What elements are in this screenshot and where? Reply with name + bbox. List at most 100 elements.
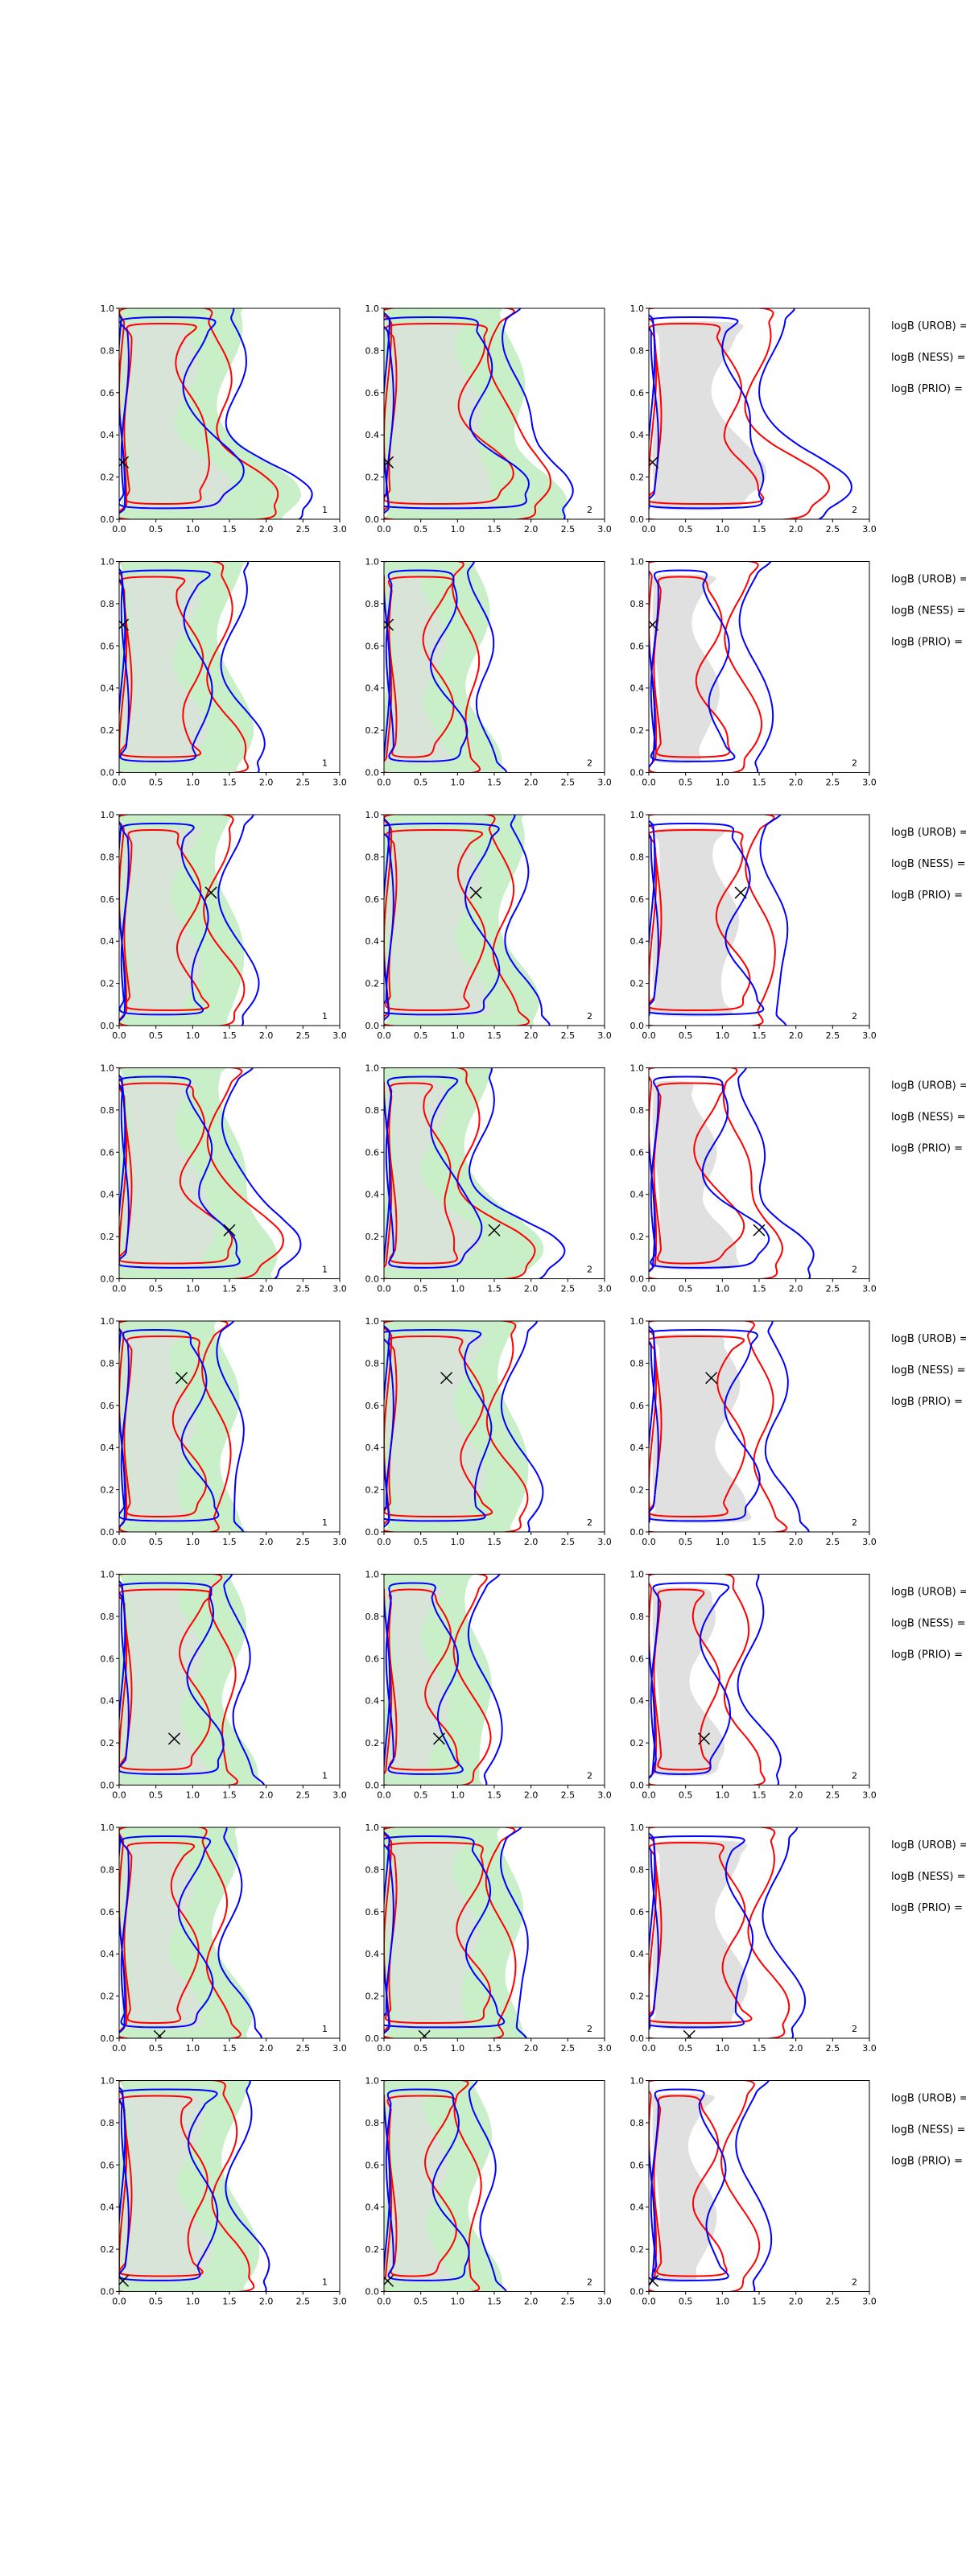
y-tick-label: 0.8 xyxy=(630,1864,645,1875)
panel-r3-c2: 2 0.0 0.5 1.0 1.5 2.0 2.5 3.0 0.0 0.2 0.4 0.6 0.8 1.0 xyxy=(365,810,612,1041)
panel-r5-c2: 2 0.0 0.5 1.0 1.5 2.0 2.5 3.0 0.0 0.2 0.4 0.6 0.8 1.0 xyxy=(365,1316,612,1547)
y-tick-label: 0.4 xyxy=(101,430,115,440)
y-tick-label: 1.0 xyxy=(365,2076,380,2087)
inner-fill-region xyxy=(384,574,453,764)
x-tick-label: 0.5 xyxy=(414,1790,428,1801)
blue-outer-contour xyxy=(119,815,260,1026)
y-tick-label: 0.6 xyxy=(630,2160,645,2170)
y-tick-label: 0.6 xyxy=(630,641,645,651)
x-tick-label: 0.5 xyxy=(414,2043,428,2054)
y-tick-label: 0.2 xyxy=(630,1485,645,1496)
y-tick-label: 1.0 xyxy=(630,810,645,820)
y-tick-label: 0.2 xyxy=(365,473,380,483)
logb-annotation: logB (UROB) = xyxy=(891,320,966,332)
inner-fill-region xyxy=(650,828,740,1017)
y-tick-label: 0.8 xyxy=(630,2118,645,2128)
y-tick-label: 0.6 xyxy=(630,1653,645,1664)
y-tick-label: 0.2 xyxy=(101,1992,115,2002)
x-tick-label: 2.0 xyxy=(789,2297,803,2307)
true-value-marker xyxy=(469,886,482,899)
x-tick-label: 0.5 xyxy=(149,1284,163,1294)
inner-fill-region xyxy=(387,321,495,510)
x-tick-label: 1.0 xyxy=(451,1537,465,1547)
x-tick-label: 2.0 xyxy=(789,1030,803,1041)
y-tick-label: 1.0 xyxy=(365,1570,380,1580)
blue-outer-contour xyxy=(384,815,551,1026)
x-tick-label: 0.5 xyxy=(679,1030,693,1041)
y-tick-label: 0.0 xyxy=(101,2033,115,2044)
x-tick-label: 1.5 xyxy=(752,524,766,535)
panel-label: 2 xyxy=(852,1517,857,1528)
panel-label: 2 xyxy=(852,1265,857,1275)
panel-r1-c2: 2 0.0 0.5 1.0 1.5 2.0 2.5 3.0 0.0 0.2 0.4 0.6 0.8 1.0 xyxy=(365,303,612,535)
panel-label: 1 xyxy=(322,1265,328,1275)
x-tick-label: 1.5 xyxy=(752,1284,766,1294)
x-tick-label: 3.0 xyxy=(597,1284,612,1294)
y-tick-label: 0.6 xyxy=(365,2160,380,2170)
panel-r5-c3: 2 0.0 0.5 1.0 1.5 2.0 2.5 3.0 0.0 0.2 0.4 0.6 0.8 1.0 xyxy=(630,1316,877,1547)
x-tick-label: 0.5 xyxy=(679,1284,693,1294)
y-tick-label: 0.4 xyxy=(630,683,645,694)
panel-label: 2 xyxy=(587,758,592,769)
x-tick-label: 3.0 xyxy=(862,1790,877,1801)
y-tick-label: 0.8 xyxy=(630,345,645,356)
true-value-marker xyxy=(167,1732,181,1745)
x-tick-label: 2.0 xyxy=(789,778,803,788)
y-tick-label: 0.8 xyxy=(101,1358,115,1368)
true-value-marker xyxy=(175,1372,188,1385)
blue-inner-contour xyxy=(384,823,501,1016)
y-tick-label: 0.8 xyxy=(101,1864,115,1875)
true-value-marker xyxy=(705,1372,718,1385)
panel-label: 1 xyxy=(322,1011,328,1022)
y-tick-label: 0.2 xyxy=(630,1992,645,2002)
y-tick-label: 0.4 xyxy=(101,1696,115,1707)
x-tick-label: 1.0 xyxy=(716,1030,730,1041)
blue-inner-contour xyxy=(119,1582,225,1775)
x-tick-label: 2.0 xyxy=(259,1537,274,1547)
y-tick-label: 0.8 xyxy=(101,2118,115,2128)
x-tick-label: 2.5 xyxy=(561,1284,576,1294)
red-outer-contour xyxy=(384,1067,536,1279)
logb-annotation: logB (PRIO) = xyxy=(891,1902,963,1914)
blue-inner-contour xyxy=(384,316,530,510)
x-tick-label: 0.0 xyxy=(377,2297,391,2307)
y-tick-label: 0.4 xyxy=(630,936,645,947)
true-value-marker xyxy=(440,1372,453,1385)
blue-outer-contour xyxy=(119,561,266,773)
y-tick-label: 0.8 xyxy=(365,1612,380,1622)
y-tick-label: 0.4 xyxy=(365,430,380,440)
x-tick-label: 1.5 xyxy=(222,1790,237,1801)
y-tick-label: 0.0 xyxy=(630,1021,645,1031)
inner-fill-region xyxy=(120,2093,213,2283)
y-tick-label: 1.0 xyxy=(630,303,645,314)
blue-inner-contour xyxy=(384,1329,493,1522)
blue-outer-contour xyxy=(384,1827,529,2038)
logb-annotation: logB (NESS) = xyxy=(891,1364,965,1377)
x-tick-label: 0.0 xyxy=(112,1790,126,1801)
x-tick-label: 2.5 xyxy=(296,1790,311,1801)
y-tick-label: 1.0 xyxy=(101,1316,115,1327)
inner-fill-region xyxy=(650,574,720,764)
x-tick-label: 1.0 xyxy=(716,778,730,788)
blue-outer-contour xyxy=(384,1574,503,1785)
y-tick-label: 0.6 xyxy=(101,1653,115,1664)
x-tick-label: 0.5 xyxy=(149,1537,163,1547)
x-tick-label: 0.5 xyxy=(149,1790,163,1801)
logb-annotation: logB (NESS) = xyxy=(891,2124,965,2136)
blue-inner-contour xyxy=(650,1075,770,1269)
x-tick-label: 2.5 xyxy=(296,1537,311,1547)
x-tick-label: 1.0 xyxy=(451,524,465,535)
y-tick-label: 0.0 xyxy=(365,2033,380,2044)
x-tick-label: 0.0 xyxy=(377,1537,391,1547)
x-tick-label: 0.5 xyxy=(149,1030,163,1041)
y-tick-label: 0.2 xyxy=(365,1738,380,1748)
x-tick-label: 0.5 xyxy=(679,2297,693,2307)
y-tick-label: 0.0 xyxy=(101,1021,115,1031)
panel-r2-c3: 2 0.0 0.5 1.0 1.5 2.0 2.5 3.0 0.0 0.2 0.4 0.6 0.8 1.0 xyxy=(630,557,877,788)
blue-outer-contour xyxy=(119,1574,266,1785)
x-tick-label: 3.0 xyxy=(862,1030,877,1041)
inner-fill-region xyxy=(122,321,233,510)
y-tick-label: 0.0 xyxy=(630,1527,645,1538)
x-tick-label: 3.0 xyxy=(332,2043,347,2054)
x-tick-label: 1.0 xyxy=(716,1537,730,1547)
